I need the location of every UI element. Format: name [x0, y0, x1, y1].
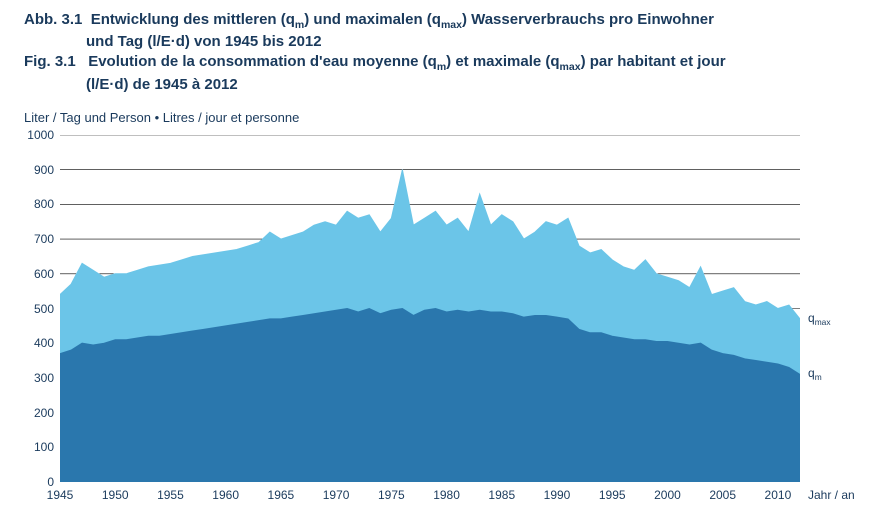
x-tick-label: 1960: [212, 482, 239, 502]
x-tick-label: 1970: [323, 482, 350, 502]
x-tick-label: 1980: [433, 482, 460, 502]
y-tick-label: 700: [34, 232, 60, 246]
title-de-prefix: Abb. 3.1: [24, 11, 82, 28]
y-tick-label: 900: [34, 163, 60, 177]
title-fr-sub1: m: [437, 61, 446, 73]
x-tick-label: 2005: [709, 482, 736, 502]
title-de-line2: und Tag (l/E·d) von 1945 bis 2012: [24, 32, 849, 52]
title-de-seg1: Entwicklung des mittleren (q: [91, 11, 295, 28]
y-tick-label: 600: [34, 267, 60, 281]
x-tick-label: 1995: [599, 482, 626, 502]
y-tick-label: 300: [34, 371, 60, 385]
title-fr-seg1: Evolution de la consommation d'eau moyen…: [88, 53, 437, 70]
y-axis-label: Liter / Tag und Person • Litres / jour e…: [24, 110, 299, 125]
title-de-seg3: ) Wasserverbrauchs pro Einwohner: [462, 11, 714, 28]
y-tick-label: 1000: [27, 128, 60, 142]
x-tick-label: 1975: [378, 482, 405, 502]
figure-container: Abb. 3.1 Entwicklung des mittleren (qm) …: [0, 0, 873, 527]
title-fr-line2: (l/E·d) de 1945 à 2012: [24, 75, 849, 95]
series-label-qm: qm: [800, 366, 822, 382]
y-tick-label: 500: [34, 302, 60, 316]
x-tick-label: 1950: [102, 482, 129, 502]
title-de-seg2: ) und maximalen (q: [304, 11, 441, 28]
title-fr-line1: Fig. 3.1 Evolution de la consommation d'…: [24, 52, 849, 74]
title-de-sub1: m: [295, 19, 304, 31]
title-de-sub2: max: [441, 19, 462, 31]
y-tick-label: 100: [34, 440, 60, 454]
chart-svg: [60, 135, 800, 482]
x-tick-label: 1985: [488, 482, 515, 502]
series-label-qmax: qmax: [800, 311, 831, 327]
x-tick-label: 2010: [765, 482, 792, 502]
x-tick-label: 1945: [47, 482, 74, 502]
chart-area: 0100200300400500600700800900100019451950…: [60, 135, 800, 482]
x-tick-label: 2000: [654, 482, 681, 502]
y-tick-label: 800: [34, 197, 60, 211]
x-tick-label: 1965: [268, 482, 295, 502]
x-tick-label: 1990: [544, 482, 571, 502]
title-de-line1: Abb. 3.1 Entwicklung des mittleren (qm) …: [24, 10, 849, 32]
title-block: Abb. 3.1 Entwicklung des mittleren (qm) …: [24, 10, 849, 95]
title-fr-seg3: ) par habitant et jour: [581, 53, 726, 70]
y-tick-label: 200: [34, 406, 60, 420]
title-fr-seg2: ) et maximale (q: [446, 53, 559, 70]
x-tick-label: 1955: [157, 482, 184, 502]
x-axis-label: Jahr / an: [800, 482, 855, 502]
title-fr-prefix: Fig. 3.1: [24, 53, 76, 70]
y-tick-label: 400: [34, 336, 60, 350]
title-fr-sub2: max: [560, 61, 581, 73]
